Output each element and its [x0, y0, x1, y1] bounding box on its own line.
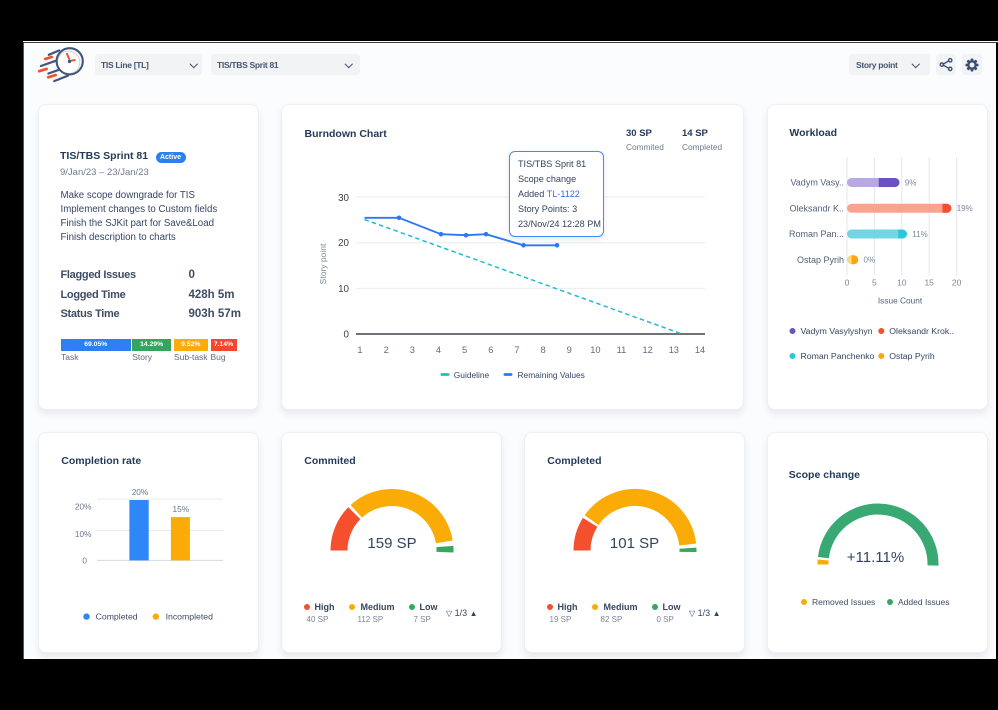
svg-text:Story point: Story point: [318, 243, 328, 284]
svg-text:0: 0: [344, 330, 350, 341]
svg-text:10: 10: [590, 345, 600, 355]
svg-text:8: 8: [541, 345, 546, 355]
svg-text:Roman Pan...: Roman Pan...: [789, 229, 844, 239]
svg-text:Oleksandr K..: Oleksandr K..: [789, 204, 844, 214]
svg-text:5: 5: [462, 345, 467, 355]
svg-text:20%: 20%: [75, 502, 92, 512]
svg-text:20: 20: [338, 238, 349, 249]
svg-text:9: 9: [567, 345, 572, 355]
svg-text:0: 0: [845, 278, 850, 288]
svg-text:19%: 19%: [957, 204, 973, 213]
svg-text:1: 1: [357, 345, 362, 355]
svg-text:30: 30: [338, 193, 349, 204]
svg-text:11%: 11%: [912, 230, 927, 239]
svg-text:Oleksandr Krok..: Oleksandr Krok..: [889, 326, 954, 336]
svg-text:0: 0: [82, 555, 87, 565]
svg-text:4: 4: [436, 345, 441, 355]
svg-text:2: 2: [384, 345, 389, 355]
svg-text:3: 3: [410, 345, 415, 355]
svg-text:7: 7: [514, 345, 519, 355]
svg-text:20%: 20%: [132, 487, 149, 497]
svg-text:Incompleted: Incompleted: [166, 612, 213, 622]
svg-text:Completed: Completed: [96, 612, 138, 622]
svg-text:Guideline: Guideline: [454, 370, 490, 380]
svg-text:0%: 0%: [864, 256, 876, 265]
svg-text:Ostap Pyrih: Ostap Pyrih: [797, 255, 844, 265]
svg-text:Roman Panchenko: Roman Panchenko: [801, 351, 875, 361]
svg-text:Vadym Vasylyshyn: Vadym Vasylyshyn: [801, 326, 873, 336]
svg-text:13: 13: [669, 345, 679, 355]
svg-text:Ostap Pyrih: Ostap Pyrih: [889, 351, 935, 361]
svg-text:6: 6: [488, 345, 493, 355]
svg-text:12: 12: [643, 345, 653, 355]
svg-text:Issue Count: Issue Count: [878, 296, 923, 306]
svg-text:15%: 15%: [172, 504, 189, 514]
svg-text:5: 5: [872, 278, 877, 288]
svg-text:20: 20: [952, 278, 962, 288]
svg-text:9%: 9%: [905, 178, 917, 187]
svg-text:Vadym Vasy..: Vadym Vasy..: [790, 178, 844, 188]
svg-text:10%: 10%: [75, 529, 92, 539]
svg-text:14: 14: [695, 345, 705, 355]
svg-text:15: 15: [924, 278, 934, 288]
svg-text:10: 10: [338, 284, 349, 295]
svg-text:Remaining Values: Remaining Values: [518, 370, 585, 380]
svg-text:10: 10: [897, 278, 907, 288]
svg-text:11: 11: [617, 345, 627, 355]
